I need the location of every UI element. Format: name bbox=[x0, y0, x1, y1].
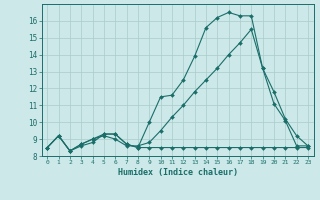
X-axis label: Humidex (Indice chaleur): Humidex (Indice chaleur) bbox=[118, 168, 237, 177]
